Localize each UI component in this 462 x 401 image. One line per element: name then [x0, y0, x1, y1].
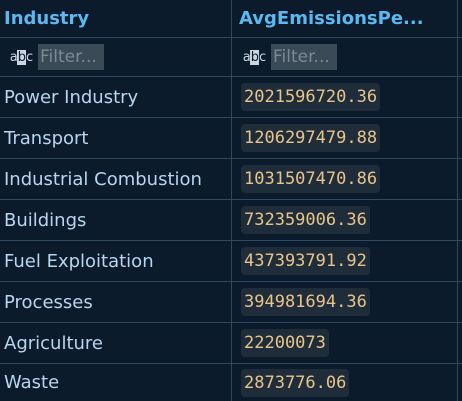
avg-emissions-cell[interactable]: 732359006.36 — [233, 200, 458, 240]
avg-emissions-cell[interactable]: 22200073 — [233, 323, 458, 363]
filter-row: abc abc — [0, 38, 462, 77]
text-filter-icon-a: a — [242, 49, 251, 65]
industry-cell[interactable]: Fuel Exploitation — [0, 241, 232, 281]
table-row[interactable]: Waste 2873776.06 — [0, 364, 462, 401]
avg-emissions-filter-input[interactable] — [271, 44, 337, 70]
avg-emissions-cell[interactable]: 2873776.06 — [233, 364, 458, 401]
industry-cell-text: Fuel Exploitation — [4, 250, 154, 272]
industry-cell[interactable]: Waste — [0, 364, 232, 401]
avg-emissions-cell[interactable]: 437393791.92 — [233, 241, 458, 281]
filter-cell-avg-emissions: abc — [233, 38, 458, 76]
industry-cell-text: Industrial Combustion — [4, 168, 202, 190]
filter-cell-industry: abc — [0, 38, 232, 76]
table-row[interactable]: Power Industry 2021596720.36 — [0, 77, 462, 118]
table-row[interactable]: Transport 1206297479.88 — [0, 118, 462, 159]
industry-cell[interactable]: Transport — [0, 118, 232, 158]
industry-cell-text: Power Industry — [4, 86, 139, 108]
avg-emissions-value: 732359006.36 — [241, 206, 370, 234]
industry-cell-text: Buildings — [4, 209, 87, 231]
avg-emissions-cell[interactable]: 1206297479.88 — [233, 118, 458, 158]
industry-cell[interactable]: Power Industry — [0, 77, 232, 117]
table-row[interactable]: Processes 394981694.36 — [0, 282, 462, 323]
industry-cell[interactable]: Industrial Combustion — [0, 159, 232, 199]
column-header-industry[interactable]: Industry — [0, 0, 232, 37]
avg-emissions-value: 437393791.92 — [241, 247, 370, 275]
avg-emissions-value: 22200073 — [241, 329, 329, 357]
industry-cell[interactable]: Processes — [0, 282, 232, 322]
text-filter-icon-c: c — [26, 49, 33, 65]
avg-emissions-cell[interactable]: 394981694.36 — [233, 282, 458, 322]
avg-emissions-value: 1031507470.86 — [241, 165, 381, 193]
avg-emissions-value: 2873776.06 — [241, 368, 350, 397]
table-row[interactable]: Agriculture 22200073 — [0, 323, 462, 364]
industry-cell-text: Agriculture — [4, 332, 103, 354]
industry-cell[interactable]: Buildings — [0, 200, 232, 240]
table-row[interactable]: Buildings 732359006.36 — [0, 200, 462, 241]
text-filter-icon-a: a — [9, 49, 18, 65]
industry-filter-input[interactable] — [38, 44, 104, 70]
column-header-avg-emissions[interactable]: AvgEmissionsPe... — [233, 0, 458, 37]
avg-emissions-value: 2021596720.36 — [241, 83, 381, 111]
industry-cell-text: Waste — [4, 372, 60, 393]
text-filter-icon[interactable]: abc — [8, 49, 34, 65]
industry-cell[interactable]: Agriculture — [0, 323, 232, 363]
header-row: Industry AvgEmissionsPe... — [0, 0, 462, 38]
avg-emissions-cell[interactable]: 2021596720.36 — [233, 77, 458, 117]
column-header-industry-label: Industry — [4, 8, 90, 29]
table-row[interactable]: Fuel Exploitation 437393791.92 — [0, 241, 462, 282]
table-row[interactable]: Industrial Combustion 1031507470.86 — [0, 159, 462, 200]
avg-emissions-cell[interactable]: 1031507470.86 — [233, 159, 458, 199]
avg-emissions-value: 1206297479.88 — [241, 124, 381, 152]
industry-cell-text: Processes — [4, 291, 93, 313]
column-header-avg-emissions-label: AvgEmissionsPe... — [239, 8, 424, 29]
avg-emissions-value: 394981694.36 — [241, 288, 370, 316]
text-filter-icon-b: b — [249, 49, 259, 65]
text-filter-icon-b: b — [16, 49, 26, 65]
text-filter-icon[interactable]: abc — [241, 49, 267, 65]
text-filter-icon-c: c — [259, 49, 266, 65]
industry-cell-text: Transport — [4, 127, 89, 149]
